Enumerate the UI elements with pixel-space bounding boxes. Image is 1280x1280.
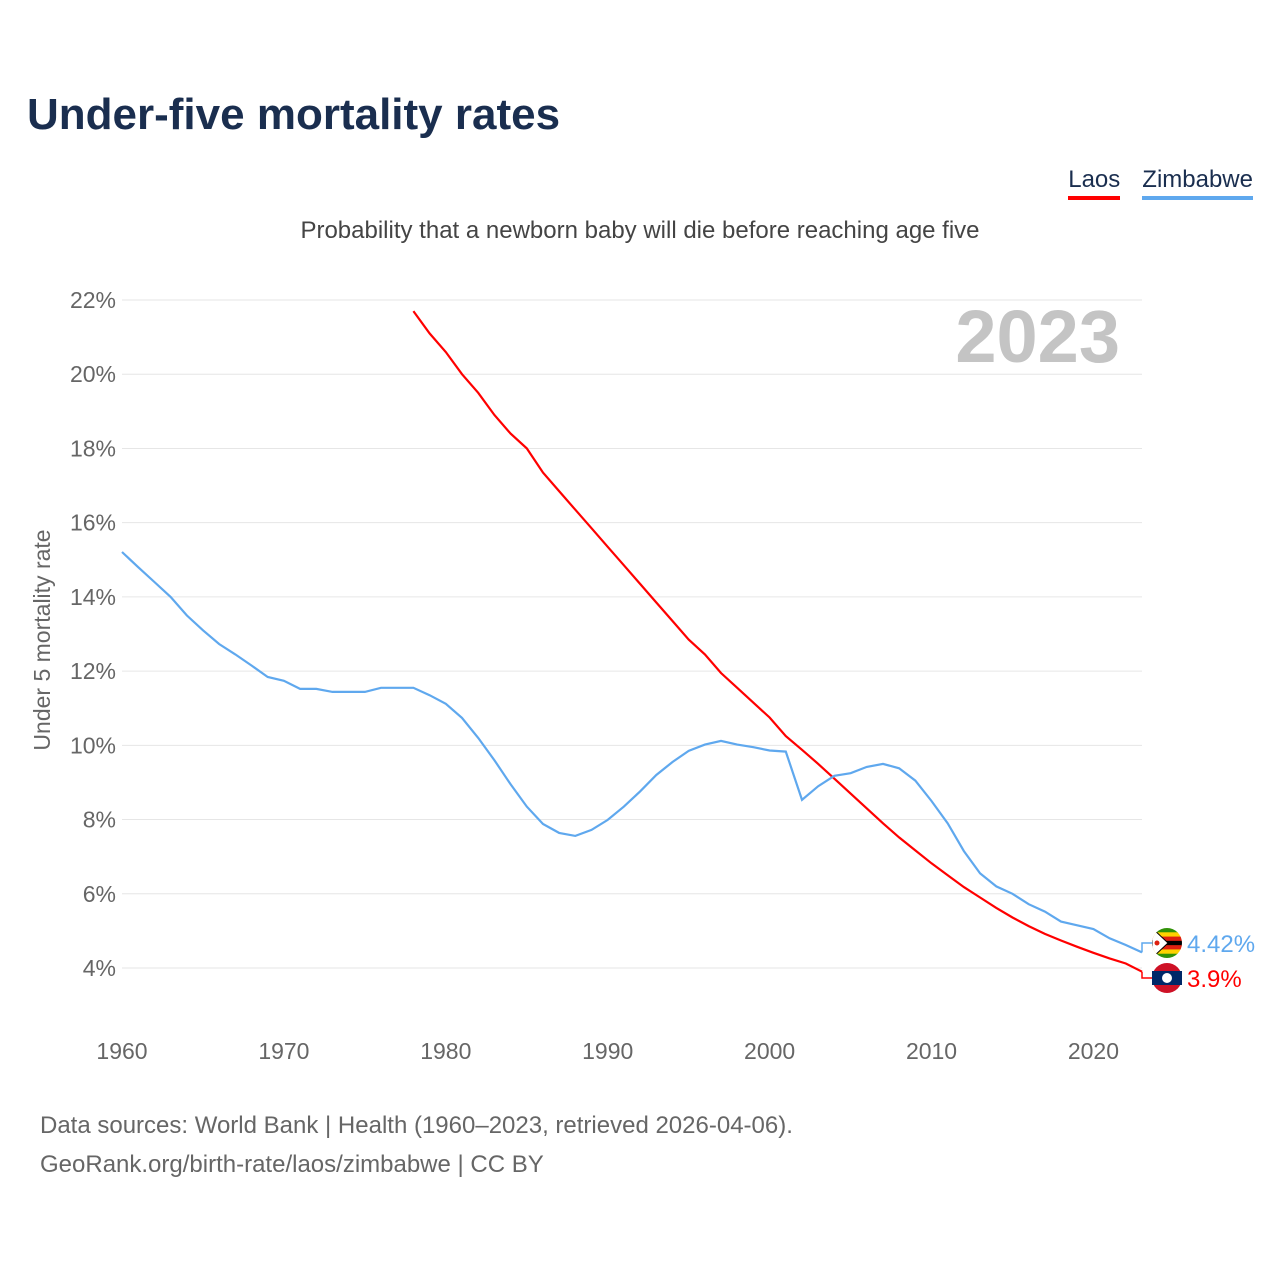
flag-stripe	[1152, 949, 1182, 955]
flag-stripe	[1152, 945, 1182, 950]
y-tick-label: 8%	[83, 807, 116, 833]
y-tick-label: 18%	[70, 435, 116, 461]
y-tick-label: 4%	[83, 955, 116, 981]
legend: Laos Zimbabwe	[1068, 166, 1253, 200]
flag-body	[1152, 928, 1182, 958]
chart-title: Under-five mortality rates	[27, 90, 561, 139]
flag-white-disc	[1162, 973, 1172, 983]
y-tick-label: 14%	[70, 584, 116, 610]
flag-stripe	[1152, 932, 1182, 938]
flag-stripe	[1152, 928, 1182, 933]
end-value-label: 4.42%	[1187, 931, 1255, 958]
footer: Data sources: World Bank | Health (1960–…	[40, 1106, 793, 1184]
y-tick-label: 6%	[83, 881, 116, 907]
x-tick-label: 1990	[582, 1038, 633, 1064]
end-connector	[1141, 942, 1152, 953]
x-tick-label: 2010	[906, 1038, 957, 1064]
x-tick-label: 2000	[744, 1038, 795, 1064]
series-line-zimbabwe	[121, 551, 1143, 954]
year-label: 2023	[955, 295, 1120, 378]
end-connector	[1141, 971, 1152, 979]
y-tick-label: 16%	[70, 510, 116, 536]
end-value-label: 3.9%	[1187, 966, 1242, 993]
y-tick-label: 10%	[70, 732, 116, 758]
zimbabwe-flag-icon	[1152, 928, 1182, 958]
flag-stripe	[1152, 953, 1182, 958]
x-tick-label: 1970	[258, 1038, 309, 1064]
x-tick-label: 2020	[1068, 1038, 1119, 1064]
flag-star	[1154, 940, 1160, 946]
series-line-laos	[412, 310, 1143, 973]
y-tick-label: 22%	[70, 287, 116, 313]
x-tick-label: 1960	[96, 1038, 147, 1064]
source-url-text[interactable]: GeoRank.org/birth-rate/laos/zimbabwe | C…	[40, 1151, 544, 1178]
flag-triangle	[1152, 928, 1169, 958]
x-tick-label: 1980	[420, 1038, 471, 1064]
y-tick-label: 20%	[70, 361, 116, 387]
y-axis-label: Under 5 mortality rate	[29, 529, 55, 750]
flag-stripe	[1152, 936, 1182, 942]
laos-flag-icon	[1152, 963, 1182, 993]
data-source-text: Data sources: World Bank | Health (1960–…	[40, 1112, 793, 1139]
y-tick-label: 12%	[70, 658, 116, 684]
chart-subtitle: Probability that a newborn baby will die…	[300, 217, 980, 244]
legend-item-zimbabwe[interactable]: Zimbabwe	[1142, 166, 1253, 200]
legend-item-laos[interactable]: Laos	[1068, 166, 1121, 200]
